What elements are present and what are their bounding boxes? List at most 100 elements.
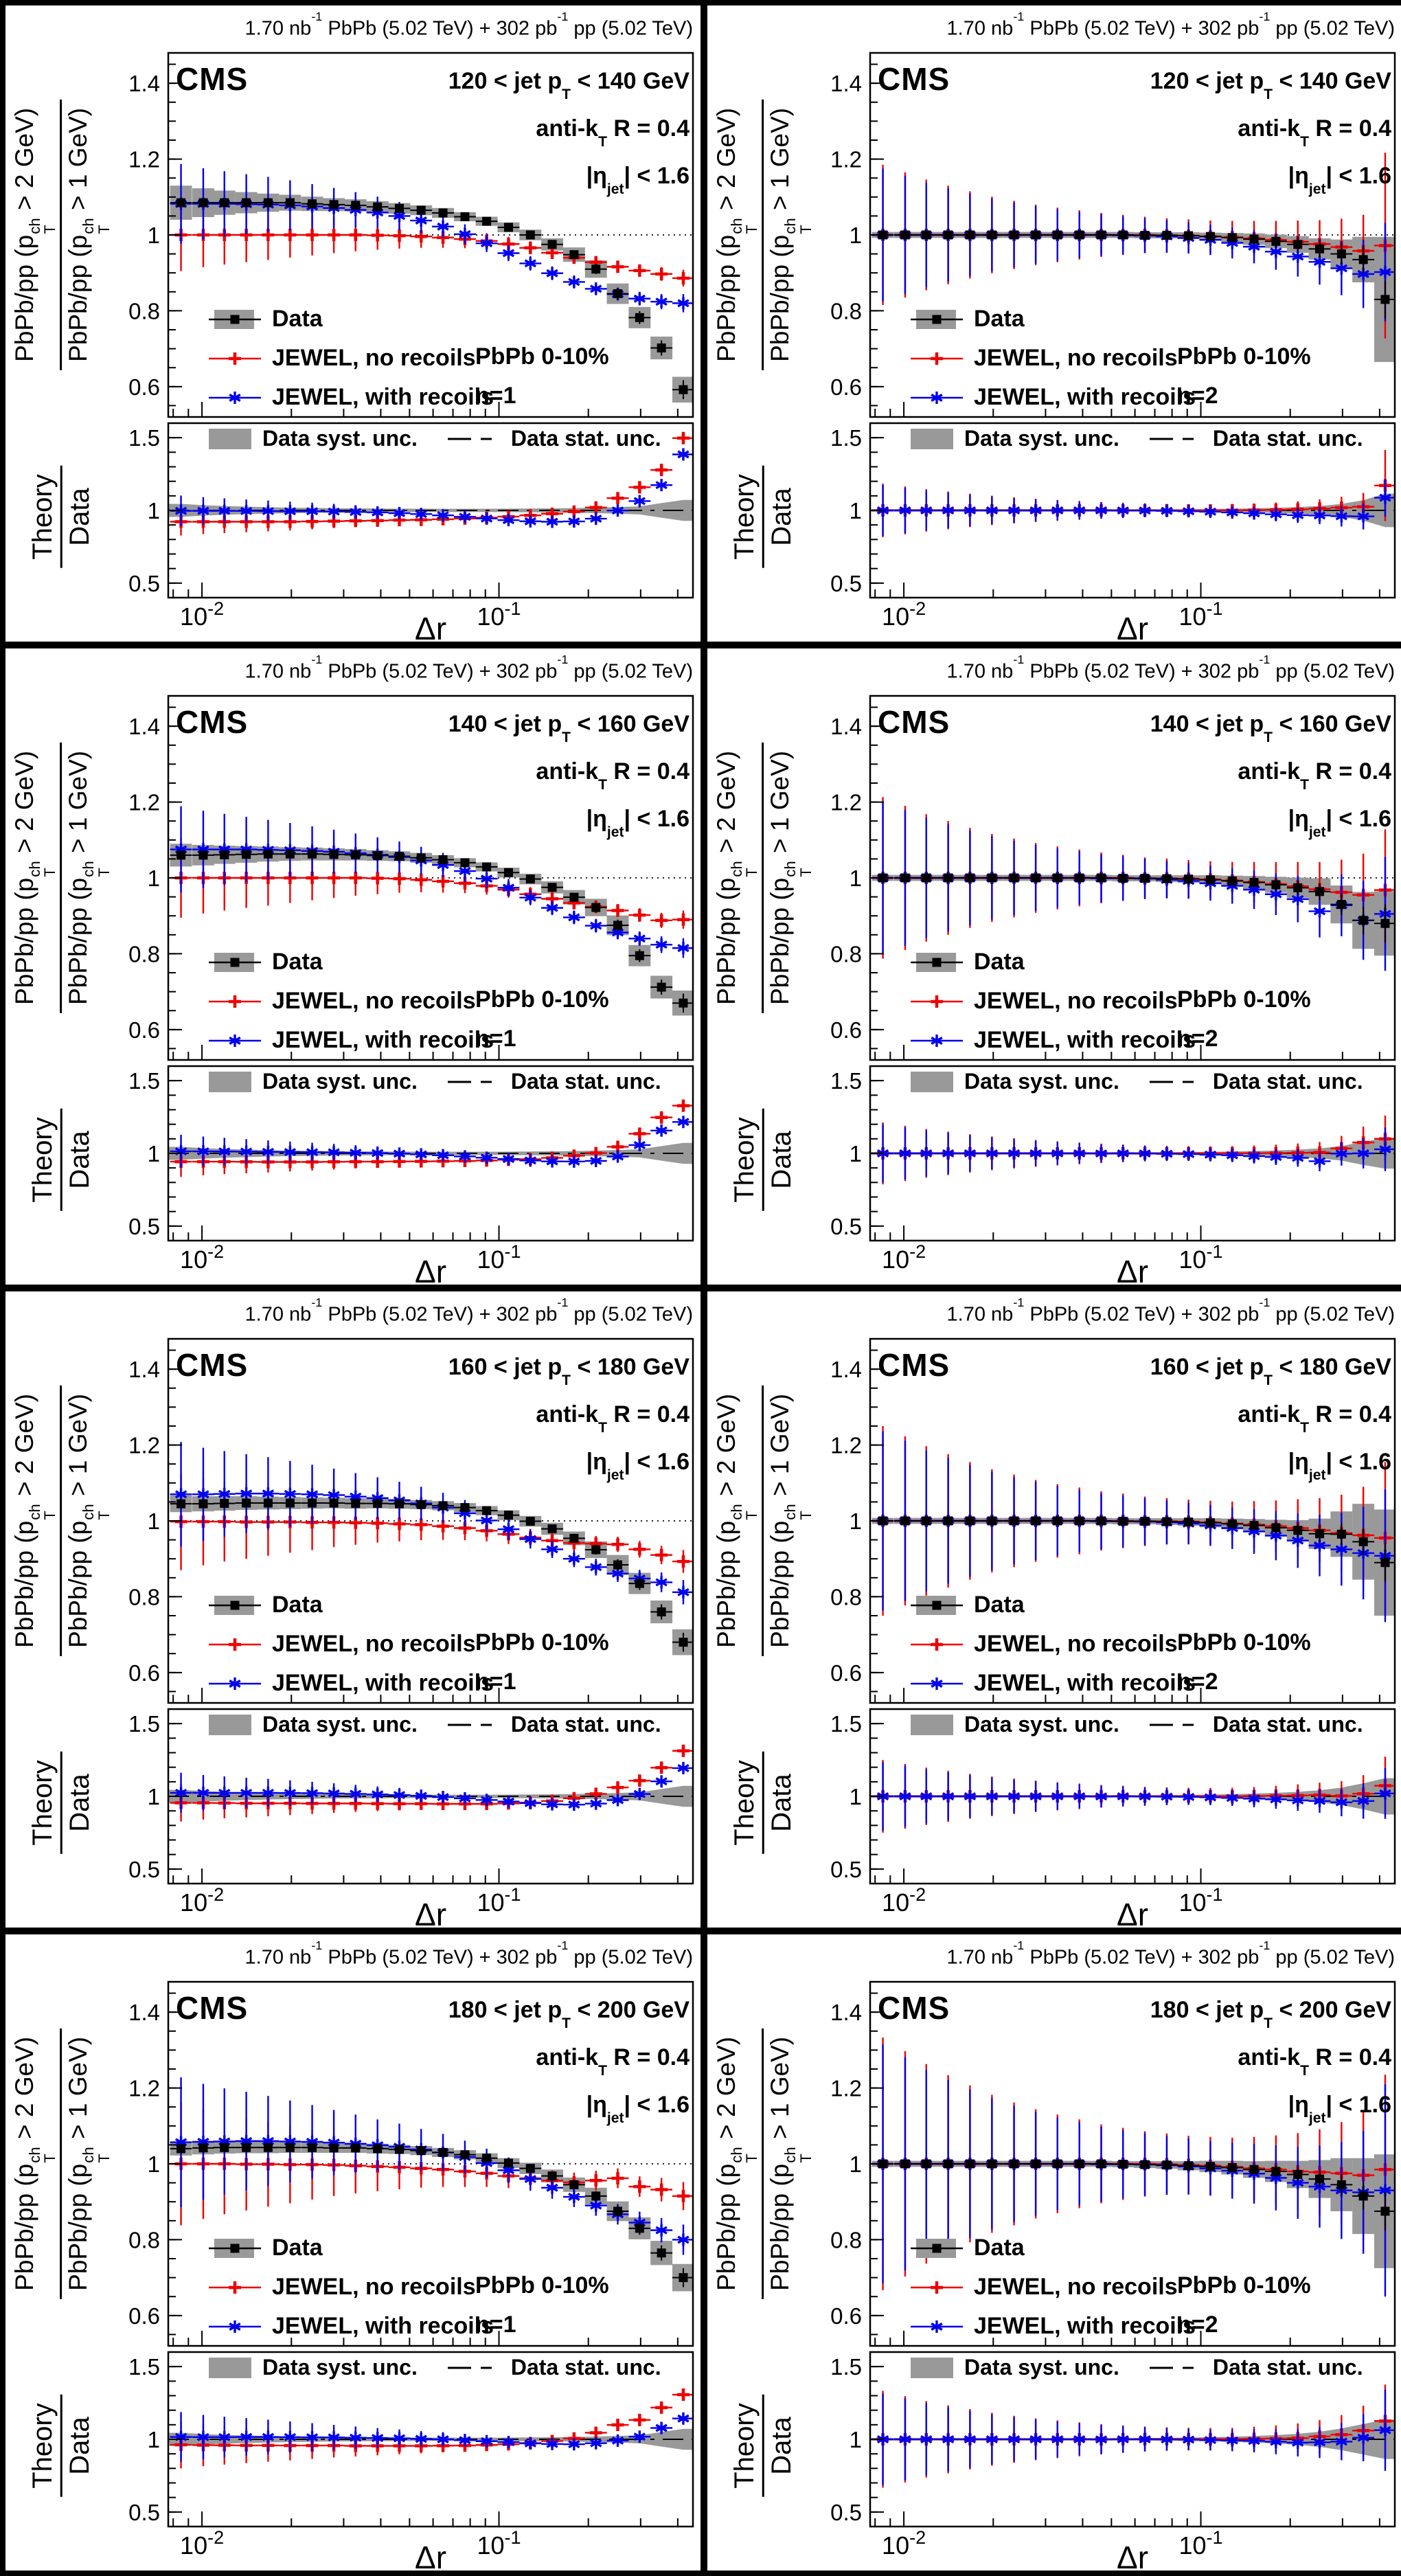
legend-jewel-no-recoils-label: JEWEL, no recoils xyxy=(974,988,1178,1014)
x-tick-label: 10-1 xyxy=(477,2527,521,2560)
legend-jewel-with-recoils-label: JEWEL, with recoils xyxy=(974,1027,1196,1053)
eta-cut-label: |ηjet| < 1.6 xyxy=(1288,2091,1391,2126)
centrality-label: PbPb 0-10% xyxy=(1177,986,1311,1013)
svg-text:1: 1 xyxy=(850,866,862,891)
svg-text:0.6: 0.6 xyxy=(128,1017,160,1043)
svg-text:0.8: 0.8 xyxy=(830,1584,862,1609)
cms-label: CMS xyxy=(878,1347,950,1383)
stat-unc-line-icon xyxy=(447,2366,500,2369)
ratio-numerator: Theory xyxy=(729,2394,764,2497)
cms-label: CMS xyxy=(176,1347,249,1383)
x-tick-label: 10-2 xyxy=(882,598,926,631)
svg-text:1: 1 xyxy=(850,498,862,523)
legend-item-jewel-with-recoils: JEWEL, with recoils xyxy=(911,1664,1196,1703)
x-tick-label: 10-1 xyxy=(477,1884,521,1917)
series-red xyxy=(872,449,1395,538)
stat-unc-line-icon xyxy=(447,1724,500,1726)
main-y-axis-label: PbPb/pp (p ch T > 2 GeV) PbPb/pp (p ch T > 1… xyxy=(707,49,819,420)
annotations: 120 < jet pT < 140 GeV anti-kT R = 0.4 |… xyxy=(1150,62,1391,203)
svg-text:1: 1 xyxy=(850,1784,862,1809)
antikt-label: anti-kT R = 0.4 xyxy=(1238,1401,1391,1436)
ratio-denominator: Data xyxy=(64,1130,95,1189)
data-marker-icon xyxy=(209,1590,261,1620)
legend-data-label: Data xyxy=(272,1592,323,1618)
x-tick-label: 10-1 xyxy=(1178,2527,1222,2560)
data-marker-icon xyxy=(911,1590,963,1620)
annotations: 160 < jet pT < 180 GeV anti-kT R = 0.4 |… xyxy=(448,1348,690,1489)
svg-text:0.5: 0.5 xyxy=(128,1857,160,1882)
svg-text:0.8: 0.8 xyxy=(830,941,862,967)
svg-text:1: 1 xyxy=(148,223,160,248)
svg-text:0.5: 0.5 xyxy=(830,1857,862,1882)
y-axis-numerator: PbPb/pp (p ch T > 2 GeV) xyxy=(712,100,764,370)
luminosity-label: 1.70 nb-1 PbPb (5.02 TeV) + 302 pb-1 pp … xyxy=(946,10,1395,40)
svg-text:1.5: 1.5 xyxy=(830,1068,862,1094)
jewel-with-recoils-marker-icon xyxy=(209,383,261,413)
data-marker-icon xyxy=(209,947,261,978)
x-tick-label: 10-2 xyxy=(180,1241,224,1274)
y-axis-denominator: PbPb/pp (p ch T > 1 GeV) xyxy=(766,1394,815,1648)
svg-text:0.6: 0.6 xyxy=(830,1017,862,1043)
jewel-no-recoils-marker-icon xyxy=(209,343,261,374)
legend-item-jewel-no-recoils: JEWEL, no recoils xyxy=(209,2268,494,2307)
stat-unc-label: Data stat. unc. xyxy=(1212,2355,1363,2380)
svg-text:1.5: 1.5 xyxy=(128,1711,160,1737)
series-blue xyxy=(170,2412,693,2462)
legend-item-jewel-no-recoils: JEWEL, no recoils xyxy=(911,339,1196,378)
y-axis-numerator: PbPb/pp (p ch T > 2 GeV) xyxy=(712,2029,764,2299)
main-legend: Data JEWEL, no recoils JEWEL, with recoi… xyxy=(209,300,494,417)
y-axis-denominator: PbPb/pp (p ch T > 1 GeV) xyxy=(64,108,113,362)
main-legend: Data JEWEL, no recoils JEWEL, with recoi… xyxy=(911,300,1196,417)
ratio-denominator: Data xyxy=(64,1773,95,1832)
ratio-denominator: Data xyxy=(766,2416,797,2475)
panel-block: 1.70 nb-1 PbPb (5.02 TeV) + 302 pb-1 pp … xyxy=(5,648,700,1285)
cms-label: CMS xyxy=(878,61,950,97)
svg-text:1: 1 xyxy=(148,2427,160,2452)
ratio-y-axis-label: Theory Data xyxy=(5,420,117,613)
main-y-axis-label: PbPb/pp (p ch T > 2 GeV) PbPb/pp (p ch T > 1… xyxy=(707,692,819,1063)
legend-item-jewel-no-recoils: JEWEL, no recoils xyxy=(911,982,1196,1021)
legend-item-data: Data xyxy=(911,1585,1196,1625)
series-blue xyxy=(170,1761,693,1814)
x-tick-label: 10-2 xyxy=(882,1241,926,1274)
x-tick-label: 10-1 xyxy=(477,1241,521,1274)
svg-text:0.8: 0.8 xyxy=(128,298,160,324)
svg-text:1: 1 xyxy=(148,2151,160,2177)
svg-text:0.6: 0.6 xyxy=(830,1660,862,1686)
ratio-denominator: Data xyxy=(64,487,95,546)
x-tick-label: 10-1 xyxy=(1178,1884,1222,1917)
ratio-legend: Data syst. unc. Data stat. unc. xyxy=(911,2355,1363,2380)
stat-unc-line-icon xyxy=(1149,2366,1202,2369)
centrality-label: PbPb 0-10% xyxy=(1177,343,1311,370)
jet-pt-range-label: 180 < jet pT < 200 GeV xyxy=(1150,1997,1391,2032)
cms-label: CMS xyxy=(878,1990,950,2026)
series-blue xyxy=(170,2077,693,2255)
antikt-label: anti-kT R = 0.4 xyxy=(536,2044,690,2079)
legend-jewel-with-recoils-label: JEWEL, with recoils xyxy=(272,384,494,410)
series-data xyxy=(170,1498,693,1652)
legend-item-jewel-no-recoils: JEWEL, no recoils xyxy=(911,2268,1196,2307)
centrality-label: PbPb 0-10% xyxy=(475,986,609,1013)
jewel-with-recoils-marker-icon xyxy=(209,1026,261,1056)
svg-text:1.5: 1.5 xyxy=(128,2354,160,2380)
ratio-plot: 0.5 1 1.5 10-2 10-1 Δr xyxy=(128,422,694,642)
jet-pt-range-label: 140 < jet pT < 160 GeV xyxy=(448,711,690,746)
ratio-plot: 0.5 1 1.5 10-2 10-1 Δr xyxy=(128,2351,694,2571)
stat-unc-line-icon xyxy=(447,1081,500,1083)
jewel-no-recoils-marker-icon xyxy=(911,986,963,1017)
legend-jewel-with-recoils-label: JEWEL, with recoils xyxy=(974,2313,1196,2339)
series-blue xyxy=(170,1442,693,1605)
stat-unc-line-icon xyxy=(447,438,500,440)
syst-unc-band-icon xyxy=(209,1071,251,1092)
y-axis-denominator: PbPb/pp (p ch T > 1 GeV) xyxy=(64,2037,113,2291)
svg-text:0.8: 0.8 xyxy=(830,298,862,324)
cms-label: CMS xyxy=(176,1990,249,2026)
legend-jewel-no-recoils-label: JEWEL, no recoils xyxy=(974,345,1178,371)
main-legend: Data JEWEL, no recoils JEWEL, with recoi… xyxy=(209,2228,494,2346)
stat-unc-label: Data stat. unc. xyxy=(510,1712,661,1737)
annotations: 160 < jet pT < 180 GeV anti-kT R = 0.4 |… xyxy=(1150,1348,1391,1489)
syst-unc-band-icon xyxy=(911,2357,953,2378)
panel-block: 1.70 nb-1 PbPb (5.02 TeV) + 302 pb-1 pp … xyxy=(5,5,700,642)
main-legend: Data JEWEL, no recoils JEWEL, with recoi… xyxy=(209,942,494,1060)
moment-order-label: n=1 xyxy=(475,383,516,409)
